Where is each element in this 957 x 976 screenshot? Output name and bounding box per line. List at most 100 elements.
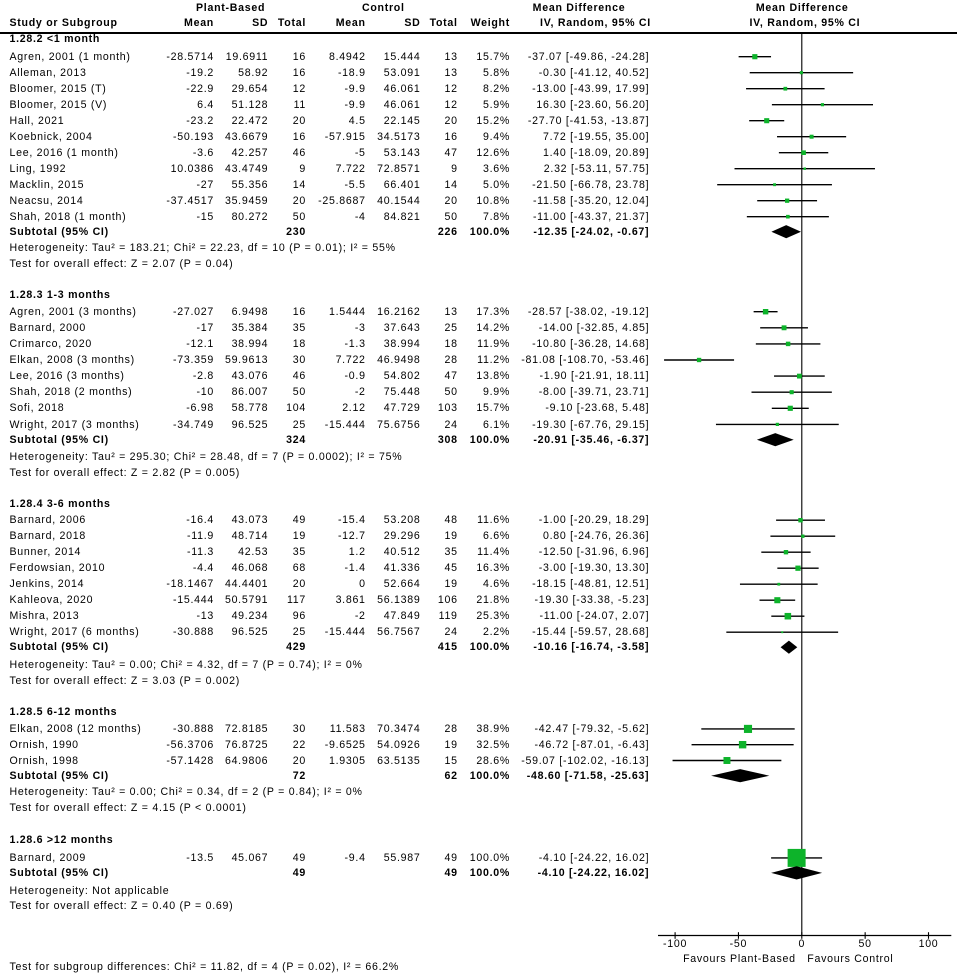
study-name: Elkan, 2008 (12 months)	[9, 723, 142, 735]
subgroup-label: 1.28.2 <1 month	[9, 33, 101, 46]
study-mean-ctl: -15.444	[324, 418, 366, 431]
study-weight: 11.2%	[477, 354, 510, 367]
study-total-exp: 49	[292, 852, 306, 864]
axis-tick-label: 0	[798, 937, 806, 950]
study-sd-exp: 42.53	[238, 546, 269, 559]
study-ci: 16.30 [-23.60, 56.20]	[536, 98, 650, 111]
mean-box	[809, 134, 814, 139]
column-header-study: Study or Subgroup	[9, 16, 118, 29]
study-sd-exp: 96.525	[231, 418, 269, 431]
study-sd-ctl: 75.6756	[377, 418, 421, 431]
study-total-exp: 35	[292, 546, 306, 559]
study-total-exp: 16	[292, 305, 306, 318]
study-sd-exp: 45.067	[231, 852, 269, 864]
study-sd-ctl: 22.145	[383, 114, 421, 127]
study-mean-ctl: -12.7	[337, 530, 366, 543]
study-total-ctl: 45	[444, 562, 458, 575]
study-total-exp: 50	[292, 386, 306, 399]
column-group-plant-based: Plant-Based	[196, 1, 266, 14]
subgroup-differences-test: Test for subgroup differences: Chi² = 11…	[9, 960, 400, 973]
study-mean-ctl: -18.9	[337, 66, 366, 79]
column-header-sd-exp: SD	[252, 16, 269, 29]
study-total-ctl: 25	[444, 321, 458, 334]
study-total-ctl: 16	[444, 130, 458, 143]
study-total-ctl: 35	[444, 546, 458, 559]
subtotal-diamond	[771, 225, 801, 239]
study-sd-exp: 51.128	[231, 98, 269, 111]
favours-left-label: Favours Plant-Based	[683, 953, 796, 966]
study-weight: 6.1%	[482, 418, 510, 431]
study-name: Lee, 2016 (1 month)	[9, 146, 119, 159]
study-total-exp: 20	[292, 754, 306, 767]
subgroup-label: 1.28.3 1-3 months	[9, 288, 111, 301]
study-total-exp: 50	[292, 210, 306, 223]
study-mean-ctl: 7.722	[335, 162, 366, 175]
mean-box	[820, 103, 825, 107]
study-total-ctl: 12	[444, 82, 458, 95]
study-mean-ctl: 2.12	[342, 402, 366, 415]
study-total-exp: 16	[292, 50, 306, 63]
study-sd-ctl: 40.1544	[377, 194, 421, 207]
study-weight: 11.6%	[477, 514, 510, 527]
mean-box	[781, 631, 784, 634]
mean-box	[777, 582, 781, 586]
study-total-ctl: 13	[444, 50, 458, 63]
study-mean-exp: -30.888	[173, 723, 214, 735]
study-total-ctl: 49	[444, 852, 458, 864]
column-header-total-exp: Total	[277, 16, 306, 29]
study-mean-ctl: -5.5	[344, 178, 366, 191]
subtotal-weight: 100.0%	[469, 433, 510, 446]
study-ci: -0.30 [-41.12, 40.52]	[538, 66, 650, 79]
study-sd-exp: 58.92	[238, 66, 269, 79]
study-sd-exp: 43.073	[231, 514, 269, 527]
study-mean-exp: -28.5714	[166, 50, 214, 63]
study-sd-ctl: 66.401	[383, 178, 421, 191]
study-mean-exp: -34.749	[173, 418, 214, 431]
mean-box	[798, 517, 803, 523]
study-total-exp: 9	[299, 162, 306, 175]
study-sd-exp: 76.8725	[224, 738, 269, 751]
column-header-method-values: IV, Random, 95% CI	[540, 16, 651, 29]
study-ci: 0.80 [-24.76, 26.36]	[543, 530, 650, 543]
mean-box	[743, 724, 753, 733]
study-weight: 12.6%	[476, 146, 510, 159]
study-ci: -11.58 [-35.20, 12.04]	[532, 194, 650, 207]
study-sd-ctl: 37.643	[383, 321, 421, 334]
study-weight: 9.9%	[482, 386, 510, 399]
study-weight: 3.6%	[482, 162, 510, 175]
study-total-exp: 18	[292, 338, 306, 350]
study-sd-exp: 29.654	[231, 82, 269, 95]
study-mean-exp: -12.1	[186, 338, 214, 350]
study-mean-exp: -50.193	[173, 130, 214, 143]
study-mean-exp: -2.8	[192, 370, 214, 383]
study-total-ctl: 19	[444, 738, 458, 751]
mean-box	[723, 757, 731, 764]
study-ci: -13.00 [-43.99, 17.99]	[532, 82, 650, 95]
study-weight: 16.3%	[476, 562, 510, 575]
study-mean-ctl: -1.4	[344, 562, 366, 575]
study-mean-exp: -13	[196, 610, 214, 623]
study-ci: -1.90 [-21.91, 18.11]	[539, 370, 650, 383]
study-total-ctl: 28	[444, 723, 458, 735]
study-mean-exp: -16.4	[186, 514, 214, 527]
study-sd-ctl: 53.208	[383, 514, 421, 527]
study-mean-exp: -56.3706	[166, 738, 214, 751]
study-total-exp: 96	[292, 610, 306, 623]
subtotal-ci: -12.35 [-24.02, -0.67]	[533, 225, 650, 238]
mean-box	[801, 150, 806, 155]
study-weight: 8.2%	[482, 82, 510, 95]
study-total-ctl: 50	[444, 210, 458, 223]
subtotal-ci: -4.10 [-24.22, 16.02]	[537, 867, 650, 879]
subtotal-total-ctl: 226	[437, 225, 458, 238]
study-ci: -12.50 [-31.96, 6.96]	[538, 546, 650, 559]
study-weight: 7.8%	[482, 210, 510, 223]
subtotal-ci: -20.91 [-35.46, -6.37]	[533, 433, 650, 446]
study-ci: -14.00 [-32.85, 4.85]	[538, 321, 650, 334]
overall-effect-text: Test for overall effect: Z = 4.15 (P < 0…	[9, 802, 247, 815]
subtotal-name: Subtotal (95% CI)	[9, 867, 109, 879]
mean-box	[774, 597, 781, 604]
study-mean-ctl: -2	[354, 610, 366, 623]
overall-effect-text: Test for overall effect: Z = 0.40 (P = 0…	[9, 900, 234, 913]
study-mean-exp: -4.4	[192, 562, 214, 575]
